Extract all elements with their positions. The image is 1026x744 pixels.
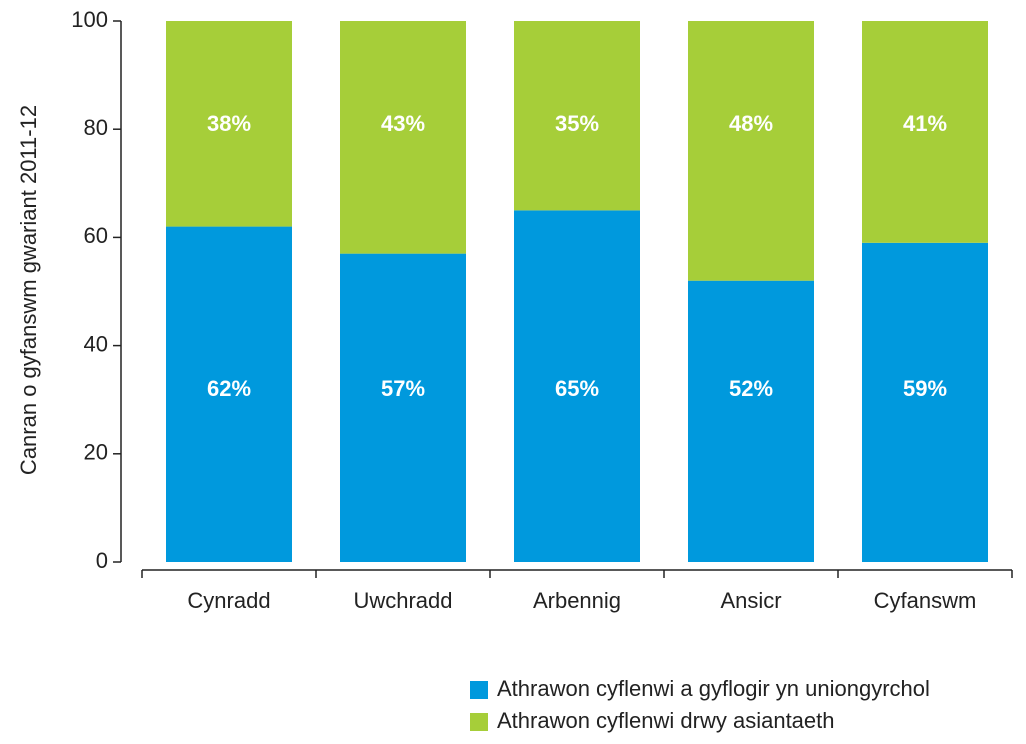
y-tick-label: 0	[96, 548, 108, 573]
value-label: 41%	[903, 111, 947, 136]
x-tick-label: Uwchradd	[353, 588, 452, 613]
x-tick-label: Ansicr	[720, 588, 781, 613]
bar-segment	[340, 253, 466, 562]
bar-segment	[514, 210, 640, 562]
value-label: 52%	[729, 376, 773, 401]
value-label: 57%	[381, 376, 425, 401]
bar-segment	[862, 242, 988, 562]
bar-segment	[166, 226, 292, 562]
value-label: 35%	[555, 111, 599, 136]
bar-segment	[166, 21, 292, 227]
bar-segment	[340, 21, 466, 254]
y-tick-label: 100	[71, 7, 108, 32]
value-label: 59%	[903, 376, 947, 401]
y-axis-label: Canran o gyfanswm gwariant 2011-12	[16, 105, 41, 475]
value-label: 62%	[207, 376, 251, 401]
value-label: 38%	[207, 111, 251, 136]
y-tick-label: 60	[84, 223, 108, 248]
legend-label: Athrawon cyflenwi a gyflogir yn uniongyr…	[497, 676, 930, 701]
value-label: 43%	[381, 111, 425, 136]
legend-swatch	[470, 681, 488, 699]
legend-label: Athrawon cyflenwi drwy asiantaeth	[497, 708, 835, 733]
y-tick-label: 40	[84, 331, 108, 356]
x-tick-label: Cyfanswm	[874, 588, 977, 613]
x-tick-label: Cynradd	[187, 588, 270, 613]
x-tick-label: Arbennig	[533, 588, 621, 613]
bar-segment	[688, 21, 814, 281]
value-label: 48%	[729, 111, 773, 136]
y-tick-label: 80	[84, 115, 108, 140]
y-tick-label: 20	[84, 440, 108, 465]
bar-segment	[862, 21, 988, 243]
bar-segment	[514, 21, 640, 211]
legend-swatch	[470, 713, 488, 731]
bar-segment	[688, 280, 814, 562]
value-label: 65%	[555, 376, 599, 401]
